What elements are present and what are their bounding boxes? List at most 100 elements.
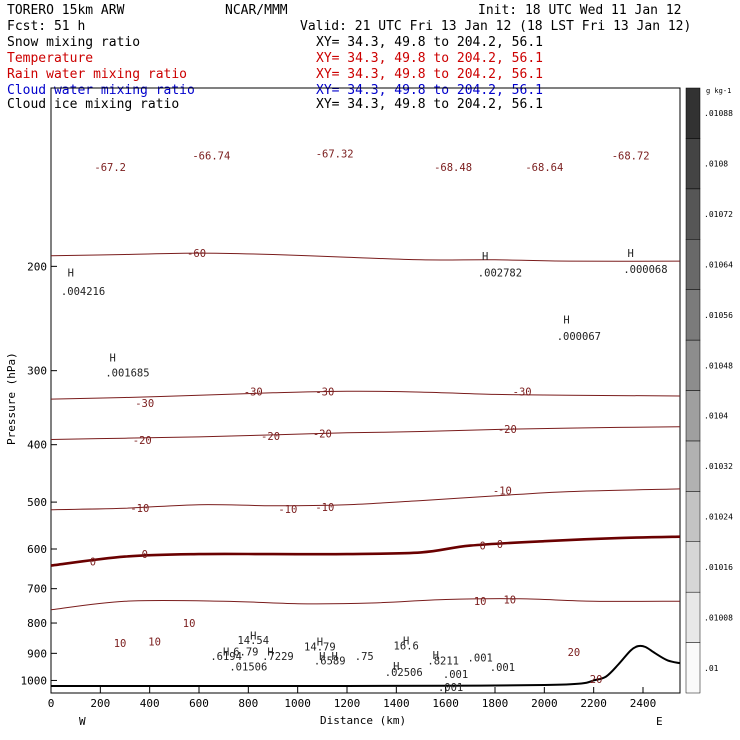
isotherm--20 — [50, 426, 681, 440]
maximum-label: .001 — [438, 682, 463, 694]
maximum-label: .004216 — [61, 286, 105, 298]
x-tick-label: 400 — [140, 697, 160, 710]
plot-frame — [50, 87, 681, 694]
x-tick-label: 200 — [90, 697, 110, 710]
temperature-label: 0 — [480, 541, 486, 553]
temperature-label: -10 — [493, 486, 512, 498]
maximum-label: 16.6 — [394, 641, 419, 653]
maximum-label: .001685 — [105, 367, 149, 379]
colorbar-label: .01032 — [704, 462, 733, 471]
temperature-label: -30 — [135, 398, 154, 410]
maximum-label: H — [110, 352, 116, 364]
y-tick-label: 200 — [27, 260, 47, 273]
x-tick-label: 2000 — [531, 697, 558, 710]
maximum-label: H — [223, 646, 229, 658]
temperature-label: -20 — [261, 431, 280, 443]
colorbar-label: .01064 — [704, 260, 733, 269]
maximum-label: H — [403, 636, 409, 648]
colorbar-label: .0108 — [704, 160, 728, 169]
colorbar-label: .01024 — [704, 513, 733, 522]
isotherm-10 — [50, 598, 681, 611]
temperature-label: 0 — [142, 549, 148, 561]
x-tick-label: 800 — [238, 697, 258, 710]
maximum-label: .6194 — [210, 651, 242, 663]
colorbar-cell — [685, 339, 701, 391]
maximum-label: .8211 — [427, 655, 459, 667]
temperature-label: 0 — [90, 557, 96, 569]
colorbar-cell — [685, 87, 701, 139]
maximum-label: .001 — [468, 653, 493, 665]
x-tick-label: 2400 — [630, 697, 657, 710]
y-tick-label: 900 — [27, 647, 47, 660]
x-tick-label: 600 — [189, 697, 209, 710]
temperature-label: -10 — [315, 502, 334, 514]
field-snow-name: Snow mixing ratio — [7, 35, 140, 50]
maximum-label: 14.79 — [304, 641, 336, 653]
colorbar-cell — [685, 188, 701, 240]
maximum-label: H — [267, 646, 273, 658]
x-tick-label: 1400 — [383, 697, 410, 710]
temperature-label: -30 — [513, 386, 532, 398]
maximum-label: .7229 — [262, 651, 294, 663]
colorbar: .01 .01008 .01016 .01024 .01032 .0104 .01048 .0… — [685, 87, 733, 694]
maximum-label: .6589 — [314, 655, 346, 667]
right-end-label: E — [656, 715, 663, 728]
maximum-label: H — [393, 661, 399, 673]
field-temp-name: Temperature — [7, 51, 93, 66]
colorbar-label: .01072 — [704, 210, 733, 219]
temperature-label: -30 — [315, 386, 334, 398]
maximum-label: .75 — [355, 651, 374, 663]
isotherm-0 — [50, 535, 681, 567]
y-tick-label: 500 — [27, 496, 47, 509]
colorbar-cell — [685, 491, 701, 543]
temperature-label: 10 — [148, 637, 161, 649]
colorbar-label: .01008 — [704, 613, 733, 622]
maximum-label: .000068 — [623, 264, 667, 276]
colorbar-cell — [685, 591, 701, 643]
temperature-label: -66.74 — [192, 151, 230, 163]
maximum-label: H — [482, 251, 488, 263]
colorbar-cell — [685, 390, 701, 442]
temperature-label: -67.2 — [94, 162, 126, 174]
temperature-label: 20 — [590, 674, 603, 686]
maximum-label: H — [332, 651, 338, 663]
colorbar-label: .01016 — [704, 563, 733, 572]
init-time: Init: 18 UTC Wed 11 Jan 12 — [478, 3, 682, 18]
axis-layer: 0 200 400 600 800 1000 1200 1400 1600 1800 2000 220… — [21, 260, 657, 710]
y-tick-label: 300 — [27, 365, 47, 378]
maximum-label: .01506 — [229, 662, 267, 674]
colorbar-label: .01048 — [704, 361, 733, 370]
center-title: NCAR/MMM — [225, 3, 288, 18]
x-tick-label: 0 — [48, 697, 55, 710]
y-tick-label: 700 — [27, 583, 47, 596]
field-rain-name: Rain water mixing ratio — [7, 67, 187, 82]
temperature-label: 10 — [183, 618, 196, 630]
maximum-label: H — [628, 248, 634, 260]
temperature-label: -68.72 — [612, 151, 650, 163]
field-ice-name: Cloud ice mixing ratio — [7, 97, 179, 112]
temperature-label: 10 — [474, 596, 487, 608]
maximum-label: .001 — [490, 662, 515, 674]
temperature-label: -20 — [133, 435, 152, 447]
temperature-label: -30 — [244, 386, 263, 398]
temperature-label: -68.64 — [525, 162, 563, 174]
colorbar-label: .0104 — [704, 412, 728, 421]
temperature-label: -20 — [313, 429, 332, 441]
isotherm--60 — [50, 252, 681, 262]
left-end-label: W — [79, 715, 86, 728]
terrain-line — [51, 644, 681, 688]
temperature-label: -67.32 — [316, 149, 354, 161]
colorbar-label: .01 — [704, 664, 719, 673]
x-tick-label: 1800 — [482, 697, 509, 710]
temperature-label: 10 — [503, 594, 516, 606]
temperature-label: -10 — [130, 503, 149, 515]
colorbar-cell — [685, 138, 701, 190]
colorbar-label: .01088 — [704, 109, 733, 118]
colorbar-cell — [685, 541, 701, 593]
maximum-label: H — [433, 650, 439, 662]
forecast-hour: Fcst: 51 h — [7, 19, 85, 34]
x-axis-label: Distance (km) — [320, 714, 406, 727]
model-title: TORERO 15km ARW — [7, 3, 125, 18]
maximum-label: .001 — [443, 669, 468, 681]
